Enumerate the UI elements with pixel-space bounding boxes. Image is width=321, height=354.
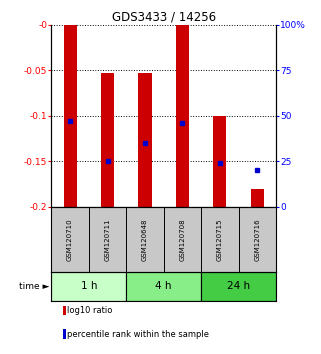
Bar <box>201 272 276 301</box>
Bar <box>251 189 264 207</box>
Bar <box>101 73 114 207</box>
Bar <box>64 25 77 207</box>
Bar <box>63 330 66 339</box>
Text: GSM120648: GSM120648 <box>142 218 148 261</box>
Text: GSM120710: GSM120710 <box>67 218 73 261</box>
Text: GSM120716: GSM120716 <box>254 218 260 261</box>
Bar <box>63 306 66 315</box>
Text: 24 h: 24 h <box>227 281 250 291</box>
Text: 1 h: 1 h <box>81 281 97 291</box>
Text: log10 ratio: log10 ratio <box>67 306 112 315</box>
Text: GSM120711: GSM120711 <box>105 218 110 261</box>
Bar <box>51 272 126 301</box>
Text: time ►: time ► <box>19 282 49 291</box>
Bar <box>176 25 189 207</box>
Text: 4 h: 4 h <box>155 281 172 291</box>
Title: GDS3433 / 14256: GDS3433 / 14256 <box>112 11 216 24</box>
Text: GSM120715: GSM120715 <box>217 218 223 261</box>
Bar <box>138 73 152 207</box>
Bar <box>213 116 226 207</box>
Bar <box>126 272 201 301</box>
Text: percentile rank within the sample: percentile rank within the sample <box>67 330 209 338</box>
Text: GSM120708: GSM120708 <box>179 218 186 261</box>
